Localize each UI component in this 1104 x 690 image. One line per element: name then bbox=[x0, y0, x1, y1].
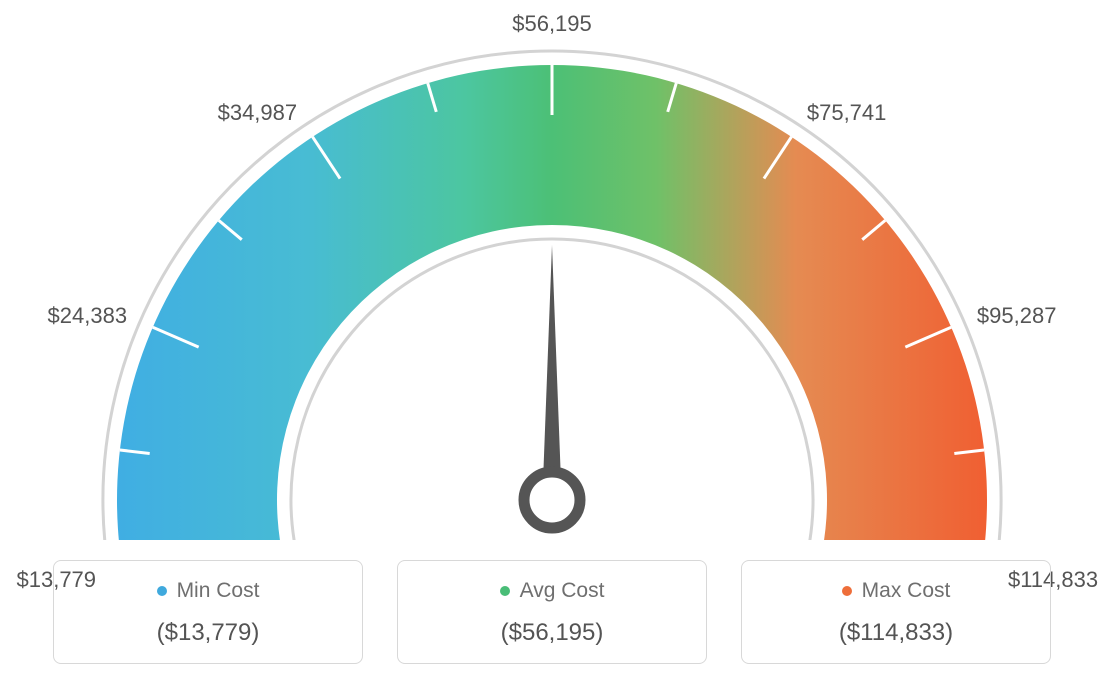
cost-gauge-chart: $13,779$24,383$34,987$56,195$75,741$95,2… bbox=[0, 0, 1104, 690]
legend-value-max: ($114,833) bbox=[752, 619, 1040, 647]
legend-title-label: Min Cost bbox=[177, 579, 260, 603]
legend-value-min: ($13,779) bbox=[64, 619, 352, 647]
gauge-area: $13,779$24,383$34,987$56,195$75,741$95,2… bbox=[0, 0, 1104, 540]
legend-card-avg: Avg Cost ($56,195) bbox=[397, 560, 707, 664]
gauge-tick-label: $95,287 bbox=[977, 303, 1057, 329]
dot-icon bbox=[157, 586, 167, 596]
legend-row: Min Cost ($13,779) Avg Cost ($56,195) Ma… bbox=[0, 560, 1104, 664]
legend-value-avg: ($56,195) bbox=[408, 619, 696, 647]
gauge-tick-label: $56,195 bbox=[512, 11, 592, 37]
gauge-svg bbox=[0, 0, 1104, 540]
dot-icon bbox=[842, 586, 852, 596]
dot-icon bbox=[500, 586, 510, 596]
legend-card-max: Max Cost ($114,833) bbox=[741, 560, 1051, 664]
gauge-tick-label: $24,383 bbox=[48, 303, 128, 329]
gauge-tick-label: $34,987 bbox=[218, 100, 298, 126]
legend-title-label: Avg Cost bbox=[520, 579, 605, 603]
legend-card-min: Min Cost ($13,779) bbox=[53, 560, 363, 664]
gauge-tick-label: $75,741 bbox=[807, 100, 887, 126]
legend-title-label: Max Cost bbox=[862, 579, 951, 603]
legend-title-avg: Avg Cost bbox=[500, 579, 605, 603]
legend-title-max: Max Cost bbox=[842, 579, 951, 603]
legend-title-min: Min Cost bbox=[157, 579, 260, 603]
